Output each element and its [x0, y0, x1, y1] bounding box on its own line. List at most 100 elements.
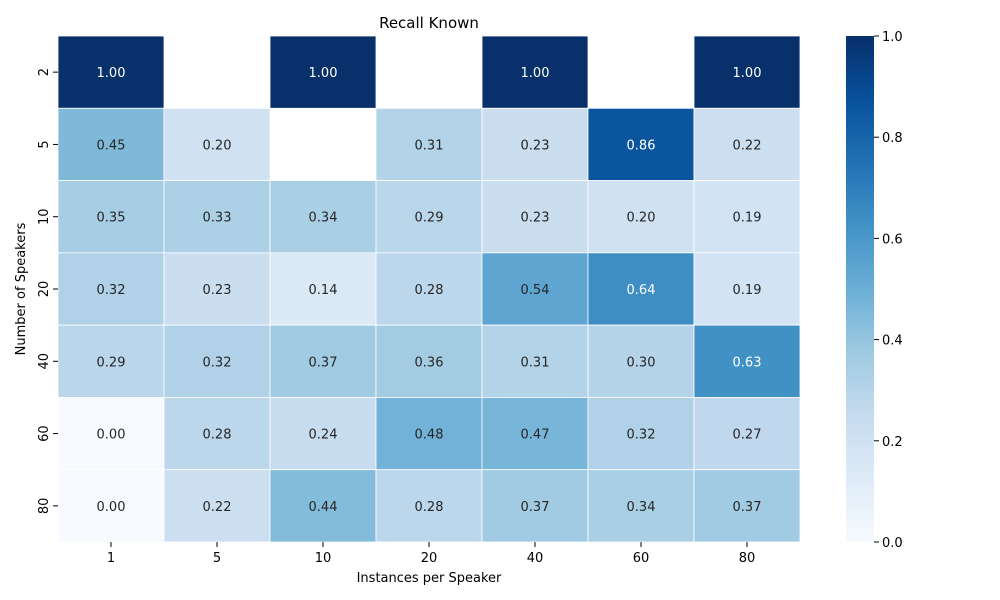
cell-value-label: 1.00: [733, 66, 762, 81]
heatmap-cell: [57, 107, 165, 181]
heatmap-cell: [587, 397, 695, 471]
x-axis: 1 5 10 20 40 60 80: [107, 542, 755, 566]
y-tick-label: 10: [37, 208, 52, 225]
colorbar-tick-label: 0.4: [882, 334, 903, 349]
cell-value-label: 0.20: [627, 211, 656, 226]
heatmap-cell: [481, 35, 589, 109]
x-axis-label: Instances per Speaker: [357, 571, 502, 586]
heatmap-cell: [481, 107, 589, 181]
x-tick-label: 60: [633, 551, 650, 566]
heatmap-cell: [163, 107, 271, 181]
y-tick-label: 60: [37, 425, 52, 442]
cell-value-label: 0.34: [627, 500, 656, 515]
y-tick-label: 20: [37, 281, 52, 298]
heatmap-cell: [375, 397, 483, 471]
heatmap-cell: [57, 35, 165, 109]
cell-value-label: 0.29: [415, 211, 444, 226]
cell-value-label: 0.30: [627, 355, 656, 370]
cell-value-label: 0.19: [733, 211, 762, 226]
colorbar: 0.0 0.2 0.4 0.6 0.8 1.0: [846, 30, 903, 551]
y-tick-label: 5: [37, 140, 52, 148]
colorbar-tick-label: 1.0: [882, 30, 903, 45]
heatmap-cell: [269, 252, 377, 326]
cell-value-label: 0.37: [521, 500, 550, 515]
heatmap-cell: [693, 35, 801, 109]
cell-value-label: 0.20: [203, 138, 232, 153]
cell-value-label: 0.27: [733, 428, 762, 443]
cell-value-label: 0.48: [415, 428, 444, 443]
cell-value-label: 0.47: [521, 428, 550, 443]
heatmap-cell: [375, 324, 483, 398]
cell-value-label: 1.00: [521, 66, 550, 81]
heatmap-cell: [375, 180, 483, 254]
cell-value-label: 0.23: [521, 211, 550, 226]
cell-value-label: 0.45: [97, 138, 126, 153]
y-tick-label: 80: [37, 498, 52, 515]
cell-value-label: 0.19: [733, 283, 762, 298]
heatmap-cell: [163, 180, 271, 254]
heatmap-cell: [57, 469, 165, 543]
cell-value-label: 0.32: [627, 428, 656, 443]
colorbar-tick-label: 0.6: [882, 232, 903, 247]
heatmap-cell: [269, 180, 377, 254]
heatmap-cell: [269, 35, 377, 109]
heatmap-cell: [481, 180, 589, 254]
cell-value-label: 0.14: [309, 283, 338, 298]
cell-value-label: 1.00: [309, 66, 338, 81]
colorbar-gradient: [846, 36, 874, 542]
heatmap-cell: [481, 324, 589, 398]
x-tick-label: 80: [739, 551, 756, 566]
heatmap-cell: [163, 469, 271, 543]
cell-value-label: 0.28: [203, 428, 232, 443]
chart-title: Recall Known: [379, 14, 479, 32]
cell-value-label: 0.35: [97, 211, 126, 226]
y-tick-label: 2: [37, 68, 52, 76]
cell-value-label: 0.86: [627, 138, 656, 153]
cell-value-label: 0.24: [309, 428, 338, 443]
colorbar-tick-label: 0.0: [882, 536, 903, 551]
cell-value-label: 0.37: [733, 500, 762, 515]
heatmap-cell: [693, 180, 801, 254]
cell-value-label: 0.23: [203, 283, 232, 298]
heatmap-cell: [481, 469, 589, 543]
cell-value-label: 1.00: [97, 66, 126, 81]
cell-value-label: 0.32: [203, 355, 232, 370]
heatmap-cell: [587, 252, 695, 326]
y-axis: 2 5 10 20 40 60 80: [37, 68, 58, 514]
cell-value-label: 0.63: [733, 355, 762, 370]
cell-value-label: 0.37: [309, 355, 338, 370]
x-tick-label: 1: [107, 551, 115, 566]
heatmap-cell: [693, 324, 801, 398]
heatmap-cell: [693, 252, 801, 326]
colorbar-tick-label: 0.2: [882, 435, 903, 450]
heatmap-cell: [163, 252, 271, 326]
heatmap-cell: [587, 180, 695, 254]
heatmap-cell: [693, 469, 801, 543]
colorbar-tick-label: 0.8: [882, 131, 903, 146]
heatmap-cell: [269, 324, 377, 398]
cell-value-label: 0.36: [415, 355, 444, 370]
heatmap-cell: [481, 397, 589, 471]
heatmap-cell: [693, 397, 801, 471]
cell-value-label: 0.54: [521, 283, 550, 298]
cell-value-label: 0.44: [309, 500, 338, 515]
y-tick-label: 40: [37, 353, 52, 370]
cell-value-label: 0.31: [415, 138, 444, 153]
cell-value-label: 0.22: [203, 500, 232, 515]
x-tick-label: 20: [421, 551, 438, 566]
heatmap-cell: [481, 252, 589, 326]
heatmap-cell: [57, 324, 165, 398]
cell-value-label: 0.64: [627, 283, 656, 298]
heatmap-cell: [693, 107, 801, 181]
x-tick-label: 40: [527, 551, 544, 566]
y-axis-label: Number of Speakers: [14, 222, 29, 355]
cell-value-label: 0.33: [203, 211, 232, 226]
cell-value-label: 0.32: [97, 283, 126, 298]
cell-value-label: 0.31: [521, 355, 550, 370]
cell-value-label: 0.34: [309, 211, 338, 226]
heatmap-cell: [375, 252, 483, 326]
x-tick-label: 10: [315, 551, 332, 566]
cell-value-label: 0.28: [415, 500, 444, 515]
heatmap-cells: 1.00 1.00 1.00 1.00 0.45 0.20 0.31 0.23 0.86 0.22…: [57, 35, 801, 543]
